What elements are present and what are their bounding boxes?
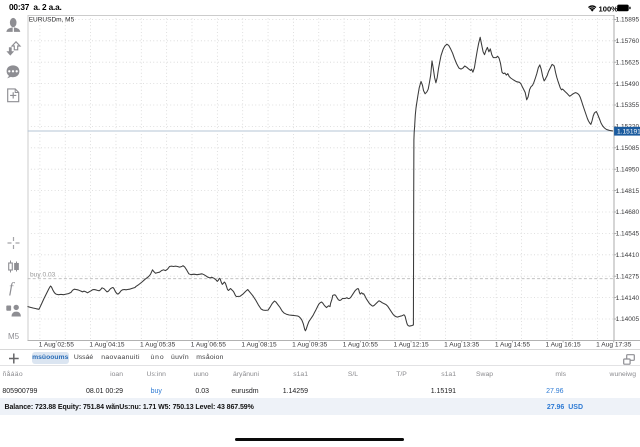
svg-text:EURUSDm, M5: EURUSDm, M5: [29, 17, 75, 24]
svg-text:1.15355: 1.15355: [616, 102, 640, 109]
svg-text:1.15191: 1.15191: [617, 129, 640, 136]
svg-text:1.14275: 1.14275: [616, 273, 640, 280]
svg-text:1 Aug 10:55: 1 Aug 10:55: [343, 342, 379, 349]
svg-text:1 Aug 06:55: 1 Aug 06:55: [191, 342, 227, 349]
svg-text:1 Aug 09:35: 1 Aug 09:35: [292, 342, 328, 349]
svg-text:1.15625: 1.15625: [616, 59, 640, 66]
svg-text:1.15490: 1.15490: [616, 81, 640, 88]
svg-text:1 Aug 05:35: 1 Aug 05:35: [140, 342, 176, 349]
svg-text:100%: 100%: [599, 4, 619, 13]
svg-text:1 Aug 12:15: 1 Aug 12:15: [393, 342, 429, 349]
svg-text:1.14140: 1.14140: [616, 295, 640, 302]
svg-text:buy 0.03: buy 0.03: [30, 272, 56, 279]
svg-text:1.14815: 1.14815: [616, 188, 640, 195]
svg-text:1.14410: 1.14410: [616, 252, 640, 259]
svg-text:1 Aug 04:15: 1 Aug 04:15: [89, 342, 125, 349]
svg-text:1.15760: 1.15760: [616, 38, 640, 45]
svg-text:1.14950: 1.14950: [616, 166, 640, 173]
svg-text:1 Aug 14:55: 1 Aug 14:55: [495, 342, 531, 349]
svg-text:1.15895: 1.15895: [616, 17, 640, 24]
svg-text:1 Aug 08:15: 1 Aug 08:15: [241, 342, 277, 349]
svg-text:f: f: [9, 281, 15, 297]
svg-text:1.15085: 1.15085: [616, 145, 640, 152]
svg-text:1 Aug 16:15: 1 Aug 16:15: [545, 342, 581, 349]
svg-text:1 Aug 02:55: 1 Aug 02:55: [39, 342, 75, 349]
svg-text:1 Aug 13:35: 1 Aug 13:35: [444, 342, 480, 349]
svg-text:1.14545: 1.14545: [616, 231, 640, 238]
svg-text:1 Aug 17:35: 1 Aug 17:35: [596, 342, 632, 349]
svg-text:1.14005: 1.14005: [616, 316, 640, 323]
svg-text:1.14680: 1.14680: [616, 209, 640, 216]
